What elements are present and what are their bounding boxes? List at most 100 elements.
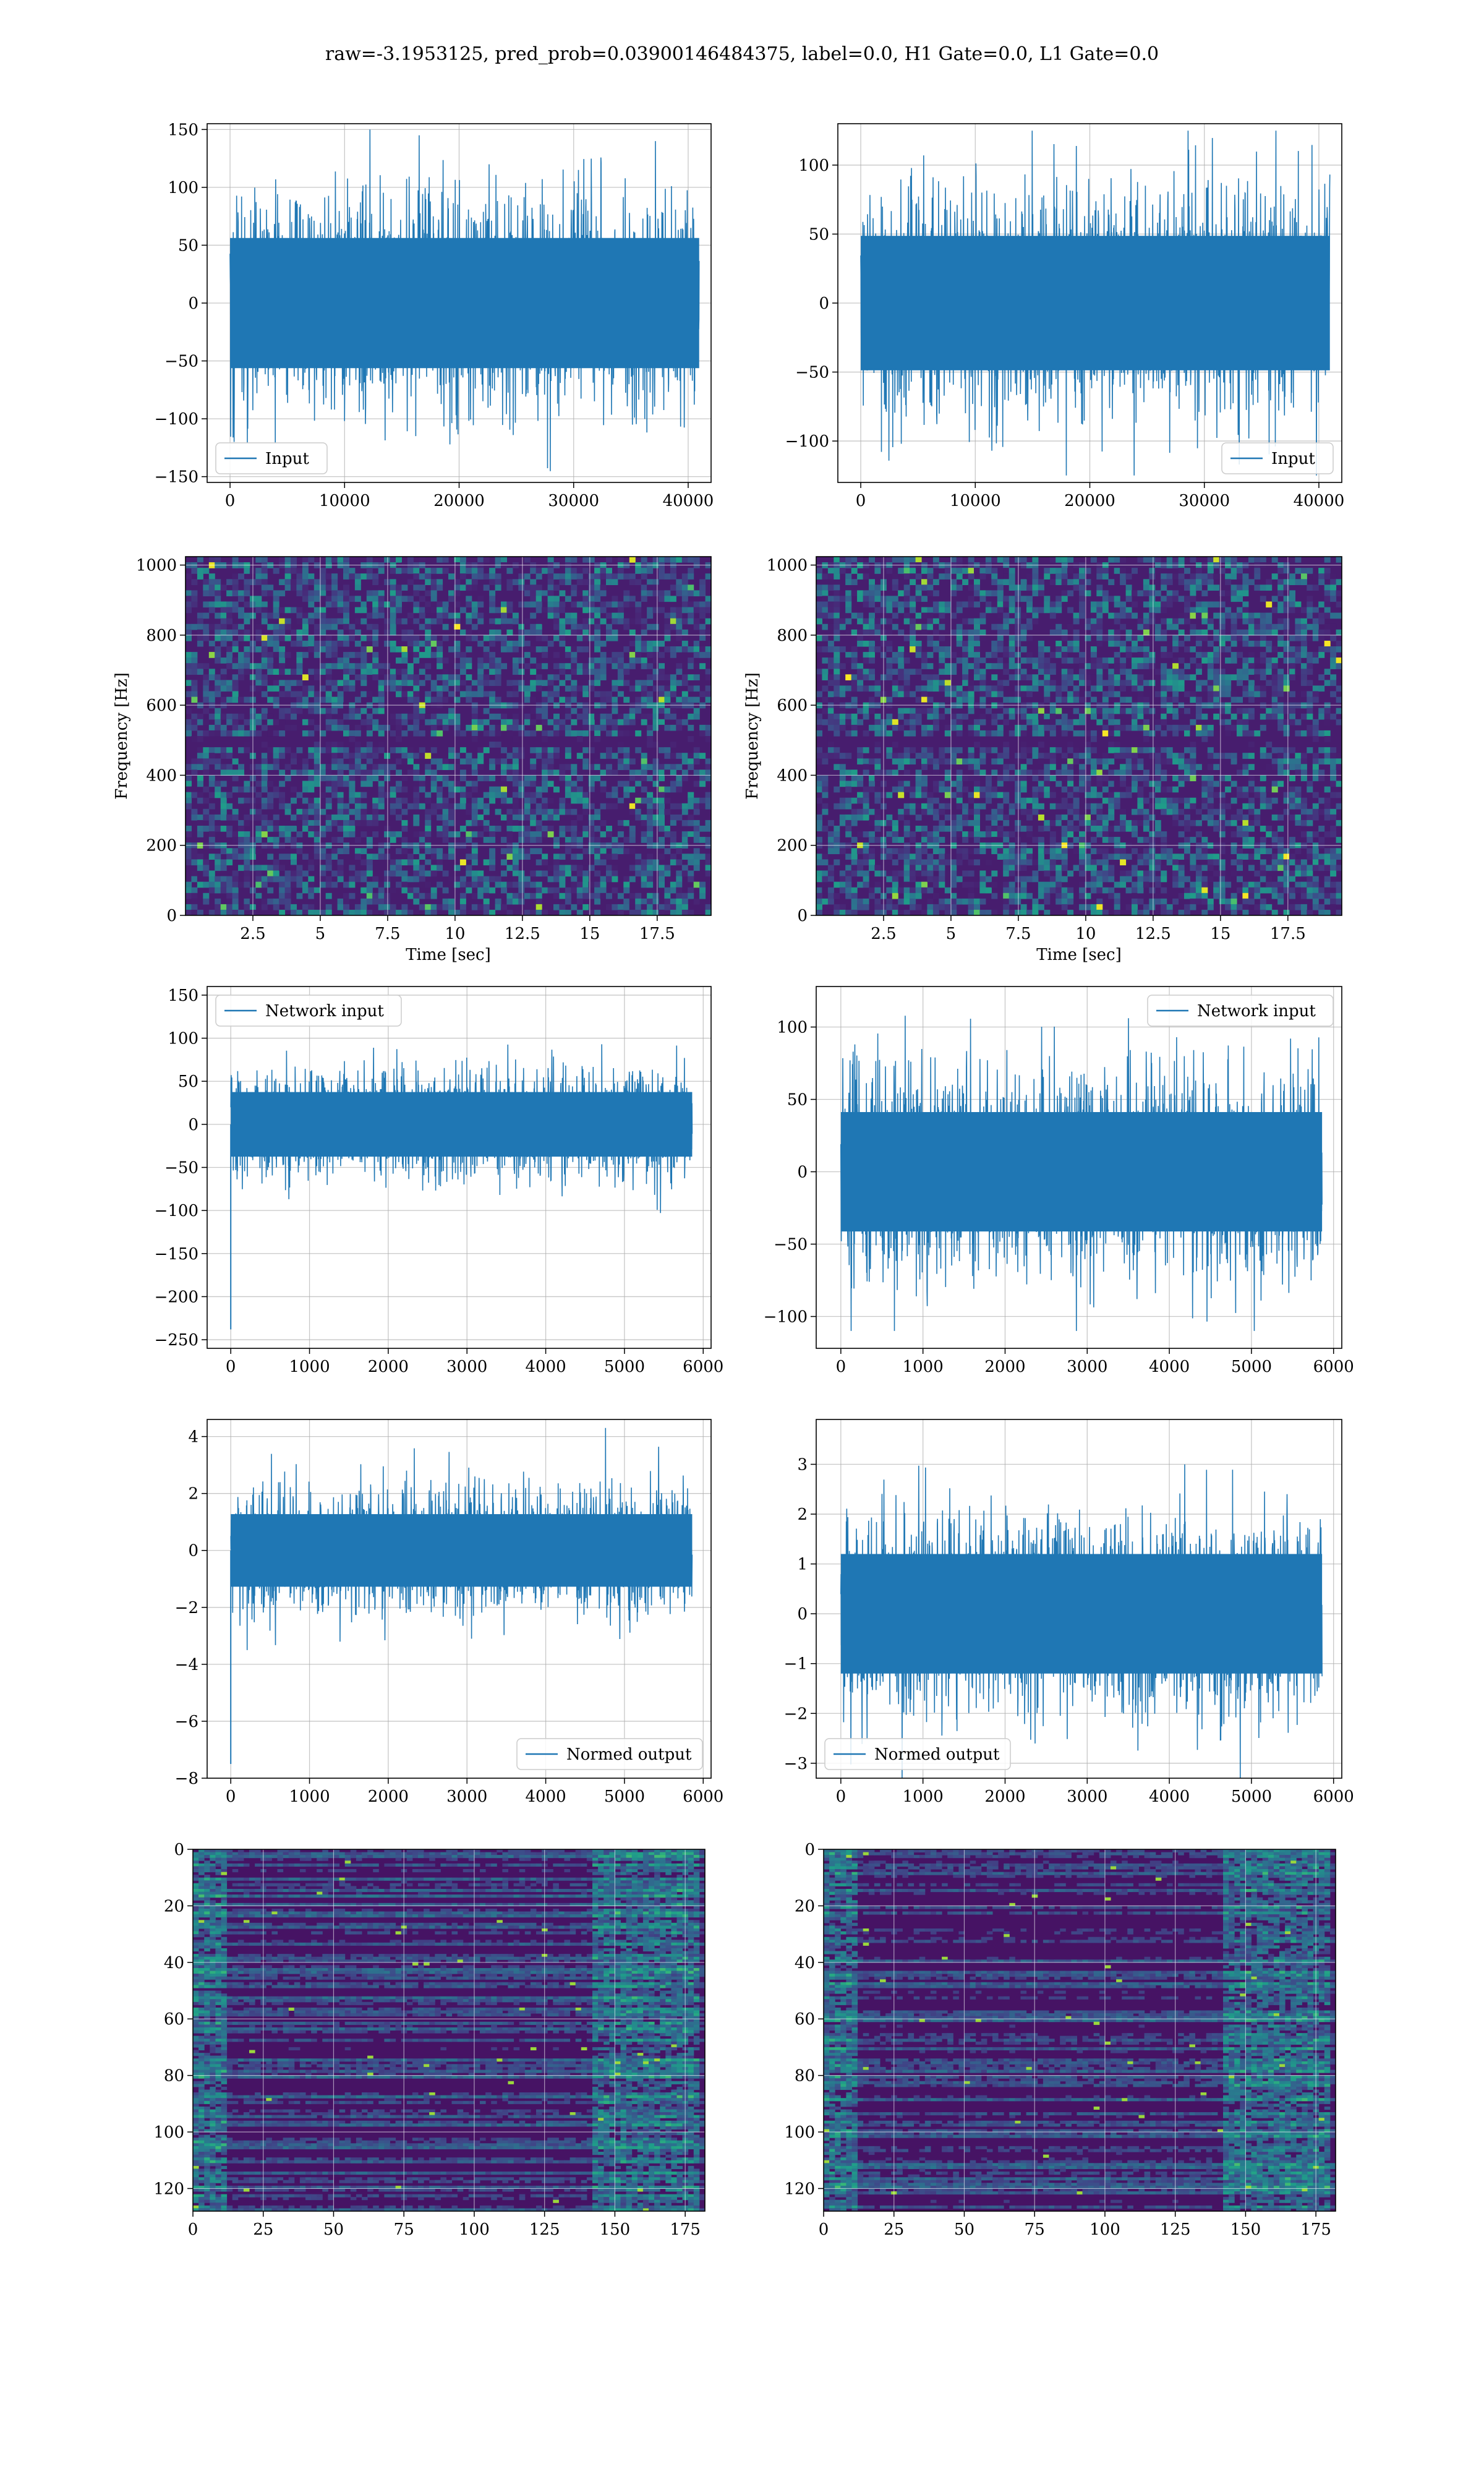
heatmap-cell xyxy=(892,870,898,877)
heatmap-cell xyxy=(582,826,589,832)
heatmap-cell xyxy=(827,596,834,602)
heatmap-cell xyxy=(489,713,496,720)
heatmap-cell xyxy=(939,708,945,714)
heatmap-cell xyxy=(910,607,916,614)
heatmap-cell xyxy=(641,646,647,653)
heatmap-cell xyxy=(827,831,834,837)
heatmap-cell xyxy=(1049,865,1056,871)
heatmap-cell xyxy=(588,781,595,787)
heatmap-cell xyxy=(688,607,694,614)
heatmap-cell xyxy=(477,803,484,810)
heatmap-cell xyxy=(892,596,898,602)
heatmap-cell xyxy=(816,635,822,641)
heatmap-cell xyxy=(313,826,320,832)
heatmap-cell xyxy=(483,696,490,703)
heatmap-cell xyxy=(617,607,624,614)
heatmap-cell xyxy=(232,881,239,888)
heatmap-cell xyxy=(915,573,922,580)
heatmap-cell xyxy=(518,775,525,782)
heatmap-cell xyxy=(471,736,478,742)
heatmap-cell xyxy=(1009,652,1015,658)
heatmap-cell xyxy=(390,618,396,625)
heatmap-cell xyxy=(576,573,583,580)
heatmap-cell xyxy=(979,612,986,619)
heatmap-cell xyxy=(991,792,998,798)
heatmap-cell xyxy=(915,696,922,703)
heatmap-cell xyxy=(349,769,356,776)
heatmap-cell xyxy=(705,803,711,810)
heatmap-cell xyxy=(425,881,432,888)
heatmap-cell xyxy=(956,696,963,703)
heatmap-cell xyxy=(927,573,934,580)
heatmap-cell xyxy=(524,601,531,608)
heatmap-cell xyxy=(244,865,250,871)
heatmap-cell xyxy=(401,758,408,764)
heatmap-cell xyxy=(390,837,396,843)
heatmap-cell xyxy=(220,607,227,614)
heatmap-cell xyxy=(477,629,484,636)
heatmap-cell xyxy=(565,848,571,854)
heatmap-cell xyxy=(997,848,1004,854)
heatmap-cell xyxy=(659,691,665,698)
heatmap-cell xyxy=(617,904,624,910)
heatmap-cell xyxy=(238,590,244,597)
heatmap-cell xyxy=(244,876,250,883)
heatmap-cell xyxy=(354,713,361,720)
heatmap-cell xyxy=(979,713,986,720)
heatmap-cell xyxy=(659,837,665,843)
heatmap-cell xyxy=(349,685,356,692)
heatmap-cell xyxy=(670,596,676,602)
heatmap-cell xyxy=(273,792,279,798)
heatmap-cell xyxy=(232,848,239,854)
heatmap-cell xyxy=(1015,769,1021,776)
heatmap-cell xyxy=(506,719,513,726)
heatmap-cell xyxy=(390,601,396,608)
heatmap-cell xyxy=(331,618,338,625)
heatmap-cell xyxy=(635,579,642,585)
heatmap-cell xyxy=(921,685,927,692)
heatmap-cell xyxy=(903,786,910,793)
heatmap-cell xyxy=(652,557,659,563)
heatmap-cell xyxy=(320,696,326,703)
heatmap-cell xyxy=(419,584,425,591)
heatmap-cell xyxy=(944,646,951,653)
heatmap-cell xyxy=(641,713,647,720)
heatmap-cell xyxy=(617,657,624,664)
heatmap-cell xyxy=(413,865,420,871)
heatmap-cell xyxy=(244,663,250,669)
heatmap-cell xyxy=(827,724,834,731)
heatmap-cell xyxy=(612,601,618,608)
heatmap-cell xyxy=(401,584,408,591)
heatmap-cell xyxy=(898,607,905,614)
heatmap-cell xyxy=(576,730,583,737)
heatmap-cell xyxy=(944,826,951,832)
heatmap-cell xyxy=(261,786,268,793)
heatmap-cell xyxy=(1020,713,1027,720)
heatmap-cell xyxy=(939,669,945,675)
heatmap-cell xyxy=(869,584,875,591)
heatmap-cell xyxy=(197,669,203,675)
heatmap-cell xyxy=(291,870,297,877)
heatmap-cell xyxy=(226,652,233,658)
heatmap-cell xyxy=(343,601,349,608)
heatmap-cell xyxy=(483,837,490,843)
heatmap-cell xyxy=(437,854,443,860)
heatmap-cell xyxy=(518,887,525,894)
heatmap-cell xyxy=(354,730,361,737)
heatmap-cell xyxy=(699,601,706,608)
heatmap-cell xyxy=(530,708,537,714)
heatmap-cell xyxy=(565,781,571,787)
heatmap-cell xyxy=(991,848,998,854)
heatmap-cell xyxy=(349,870,356,877)
heatmap-cell xyxy=(670,568,676,574)
heatmap-cell xyxy=(594,730,601,737)
heatmap-cell xyxy=(535,568,542,574)
heatmap-cell xyxy=(215,719,221,726)
heatmap-cell xyxy=(419,557,425,563)
heatmap-cell xyxy=(320,854,326,860)
heatmap-cell xyxy=(284,870,291,877)
heatmap-cell xyxy=(261,797,268,804)
heatmap-cell xyxy=(413,753,420,759)
heatmap-cell xyxy=(699,797,706,804)
heatmap-cell xyxy=(203,786,210,793)
